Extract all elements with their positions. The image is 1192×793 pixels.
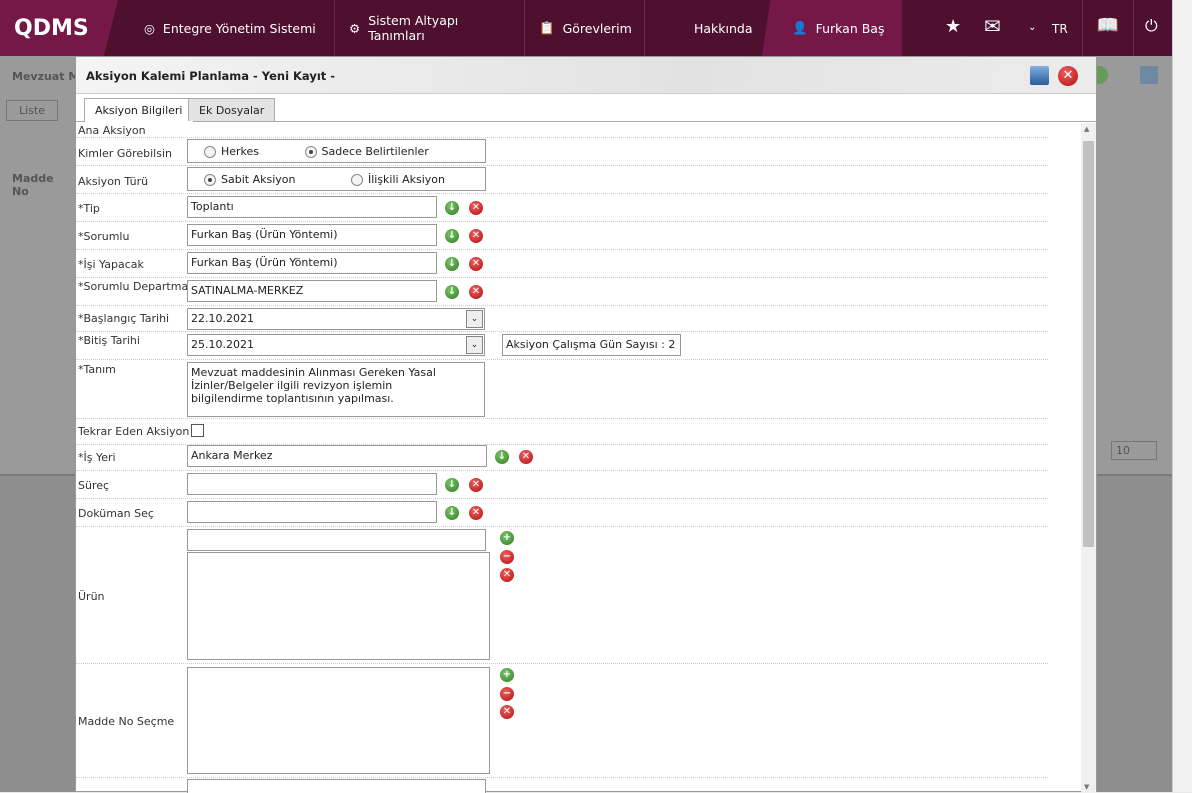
top-navbar: QDMS ◎ Entegre Yönetim Sistemi ⚙ Sistem Al… <box>0 0 1172 56</box>
user-menu[interactable]: 👤 Furkan Baş <box>762 0 902 56</box>
chevron-down-icon: ⌄ <box>466 336 483 354</box>
save-icon[interactable] <box>1140 66 1158 84</box>
bitis-date[interactable]: 25.10.2021 ⌄ <box>187 334 485 356</box>
tip-label: *Tip <box>78 202 100 215</box>
clear-icon[interactable]: ✕ <box>469 506 483 520</box>
kimler-radio-group: Herkes Sadece Belirtilenler <box>187 139 486 163</box>
select-icon[interactable]: ↓ <box>445 229 459 243</box>
background-title: Mevzuat Ma <box>12 70 87 83</box>
select-icon[interactable]: ↓ <box>445 257 459 271</box>
chevron-down-icon[interactable]: ⌄ <box>1028 22 1037 33</box>
add-icon[interactable]: + <box>500 531 514 545</box>
tanim-textarea[interactable]: Mevzuat maddesinin Alınması Gereken Yasa… <box>187 362 485 417</box>
remove-icon[interactable]: − <box>500 687 514 701</box>
baslangic-label: *Başlangıç Tarihi <box>78 312 170 325</box>
radio-sadece[interactable]: Sadece Belirtilenler <box>304 145 429 158</box>
star-icon[interactable]: ★ <box>945 16 962 37</box>
sorumlu-input[interactable]: Furkan Baş (Ürün Yöntemi) <box>187 224 437 246</box>
tip-input[interactable]: Toplantı <box>187 196 437 218</box>
manual-icon[interactable]: 📖 <box>1082 0 1134 56</box>
mail-icon[interactable]: ✉ <box>984 14 1001 38</box>
clear-icon[interactable]: ✕ <box>519 450 533 464</box>
modal-title: Aksiyon Kalemi Planlama - Yeni Kayıt - <box>86 69 336 83</box>
select-icon[interactable]: ↓ <box>445 478 459 492</box>
clear-icon[interactable]: ✕ <box>469 478 483 492</box>
clear-icon[interactable]: ✕ <box>469 229 483 243</box>
chevron-down-icon: ⌄ <box>466 310 483 328</box>
departman-label: *Sorumlu Departman <box>78 280 196 293</box>
tab-aksiyon-bilgileri[interactable]: Aksiyon Bilgileri <box>84 98 194 122</box>
bitis-label: *Bitiş Tarihi <box>78 334 140 347</box>
tekrar-checkbox[interactable] <box>191 424 204 437</box>
logo[interactable]: QDMS <box>0 0 118 56</box>
modal-header: Aksiyon Kalemi Planlama - Yeni Kayıt - ✕ <box>76 57 1096 94</box>
isi-yapacak-input[interactable]: Furkan Baş (Ürün Yöntemi) <box>187 252 437 274</box>
nav-entegre[interactable]: ◎ Entegre Yönetim Sistemi <box>130 0 335 56</box>
radio-iliskili[interactable]: İlişkili Aksiyon <box>350 173 445 186</box>
clear-icon[interactable]: ✕ <box>500 568 514 582</box>
nav-gorevlerim[interactable]: 📋 Görevlerim <box>525 0 645 56</box>
ana-aksiyon-label: Ana Aksiyon <box>78 124 146 137</box>
radio-herkes[interactable]: Herkes <box>204 145 259 158</box>
kimler-label: Kimler Görebilsin <box>78 147 172 160</box>
power-icon[interactable]: ⏻ <box>1145 16 1158 35</box>
modal-dialog: Aksiyon Kalemi Planlama - Yeni Kayıt - ✕… <box>75 56 1097 793</box>
surec-input[interactable] <box>187 473 437 495</box>
clear-icon[interactable]: ✕ <box>500 705 514 719</box>
background-tab-liste[interactable]: Liste <box>6 100 58 121</box>
close-icon[interactable]: ✕ <box>1058 66 1078 86</box>
clear-icon[interactable]: ✕ <box>469 201 483 215</box>
aksiyon-turu-label: Aksiyon Türü <box>78 175 149 188</box>
baslangic-date[interactable]: 22.10.2021 ⌄ <box>187 308 485 330</box>
dokuman-input[interactable] <box>187 501 437 523</box>
clear-icon[interactable]: ✕ <box>469 285 483 299</box>
tur-radio-group: Sabit Aksiyon İlişkili Aksiyon <box>187 167 486 191</box>
surec-label: Süreç <box>78 479 110 492</box>
radio-sabit[interactable]: Sabit Aksiyon <box>204 173 295 186</box>
urun-listbox[interactable] <box>187 552 490 660</box>
right-strip <box>1172 0 1192 792</box>
tab-ek-dosyalar[interactable]: Ek Dosyalar <box>188 98 276 121</box>
q-icon: ◎ <box>144 20 155 36</box>
is-yeri-label: *İş Yeri <box>78 451 116 464</box>
select-icon[interactable]: ↓ <box>445 506 459 520</box>
tekrar-label: Tekrar Eden Aksiyon <box>78 425 190 438</box>
language-select[interactable]: TR <box>1052 22 1068 36</box>
add-icon[interactable]: + <box>500 668 514 682</box>
select-icon[interactable]: ↓ <box>495 450 509 464</box>
urun-input[interactable] <box>187 529 486 551</box>
gear-icon: ⚙ <box>349 20 361 36</box>
sorumlu-label: *Sorumlu <box>78 230 130 243</box>
background-col-header: Madde No <box>12 172 54 198</box>
select-icon[interactable]: ↓ <box>445 201 459 215</box>
clipboard-icon: 📋 <box>539 20 555 35</box>
madde-listbox[interactable] <box>187 667 490 774</box>
madde-label: Madde No Seçme <box>78 715 175 728</box>
tanim-label: *Tanım <box>78 363 116 376</box>
select-icon[interactable]: ↓ <box>445 285 459 299</box>
departman-input[interactable]: SATINALMA-MERKEZ <box>187 280 437 302</box>
remove-icon[interactable]: − <box>500 550 514 564</box>
nav-sistem[interactable]: ⚙ Sistem Altyapı Tanımları <box>335 0 525 56</box>
gun-sayisi-box: Aksiyon Çalışma Gün Sayısı : 2 <box>502 334 681 356</box>
next-input[interactable] <box>187 779 486 793</box>
scrollbar[interactable]: ▲ ▼ <box>1081 123 1096 793</box>
dokuman-label: Doküman Seç <box>78 507 154 520</box>
user-icon: 👤 <box>792 20 808 35</box>
isi-yapacak-label: *İşi Yapacak <box>78 258 144 271</box>
urun-label: Ürün <box>78 590 105 603</box>
page-size-select[interactable]: 10 <box>1111 441 1157 460</box>
is-yeri-input[interactable]: Ankara Merkez <box>187 445 487 467</box>
nav-hakkinda[interactable]: Hakkında <box>694 20 753 36</box>
scrollbar-thumb[interactable] <box>1083 141 1094 547</box>
clear-icon[interactable]: ✕ <box>469 257 483 271</box>
save-icon[interactable] <box>1030 66 1049 85</box>
